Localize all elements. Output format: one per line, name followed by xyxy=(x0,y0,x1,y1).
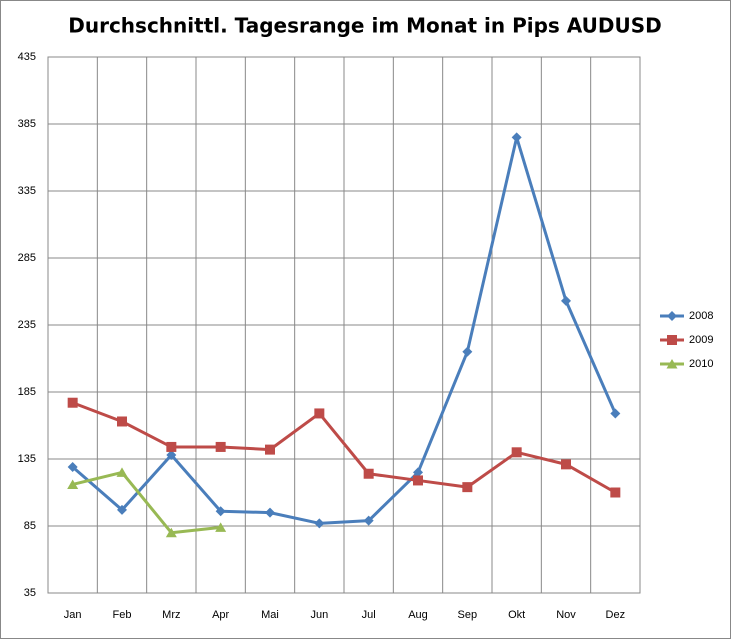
marker xyxy=(511,447,522,458)
x-tick-label: Nov xyxy=(556,609,576,621)
marker xyxy=(117,416,127,427)
marker xyxy=(462,346,473,357)
y-tick-label: 85 xyxy=(24,520,36,532)
marker xyxy=(165,527,177,538)
y-tick-label: 385 xyxy=(18,118,36,130)
marker xyxy=(166,441,177,452)
x-tick-label: Apr xyxy=(212,609,229,621)
y-tick-label: 285 xyxy=(18,252,36,264)
marker xyxy=(67,397,78,408)
x-tick-label: Feb xyxy=(113,609,132,621)
y-tick-label: 35 xyxy=(24,587,36,599)
marker xyxy=(117,504,127,515)
y-tick-label: 435 xyxy=(18,51,36,63)
marker xyxy=(462,482,473,493)
marker xyxy=(363,515,374,526)
y-tick-label: 135 xyxy=(18,453,36,465)
legend-marker xyxy=(666,359,678,369)
marker xyxy=(610,487,621,498)
marker xyxy=(561,459,571,470)
marker xyxy=(116,467,128,477)
x-tick-label: Jun xyxy=(310,609,328,621)
marker xyxy=(265,444,275,455)
marker xyxy=(215,522,227,532)
series-line xyxy=(72,470,221,535)
marker xyxy=(265,507,275,518)
y-tick-label: 235 xyxy=(18,319,36,331)
marker xyxy=(610,408,621,419)
x-tick-label: Jan xyxy=(64,609,82,621)
legend-label: 2009 xyxy=(689,334,713,346)
marker xyxy=(215,506,226,517)
x-tick-label: Okt xyxy=(508,609,525,621)
x-tick-label: Mai xyxy=(261,609,279,621)
legend-marker xyxy=(667,311,677,321)
x-tick-label: Mrz xyxy=(162,609,180,621)
marker xyxy=(166,449,177,460)
marker xyxy=(511,132,522,143)
series-line xyxy=(72,401,617,494)
marker xyxy=(314,408,325,419)
x-tick-label: Sep xyxy=(458,609,478,621)
marker xyxy=(413,467,423,478)
marker xyxy=(363,468,374,479)
legend-label: 2008 xyxy=(689,310,713,322)
x-tick-label: Jul xyxy=(362,609,376,621)
marker xyxy=(67,479,79,489)
legend-marker xyxy=(667,335,677,345)
marker xyxy=(413,475,423,486)
marker xyxy=(67,462,78,473)
y-tick-label: 185 xyxy=(18,386,36,398)
x-tick-label: Dez xyxy=(606,609,626,621)
x-tick-label: Aug xyxy=(408,609,428,621)
series-line xyxy=(71,135,617,525)
marker xyxy=(215,441,226,452)
y-tick-label: 335 xyxy=(18,185,36,197)
marker xyxy=(561,295,571,306)
legend-label: 2010 xyxy=(689,358,713,370)
chart-title: Durchschnittl. Tagesrange im Monat in Pi… xyxy=(68,14,661,38)
marker xyxy=(314,518,325,529)
